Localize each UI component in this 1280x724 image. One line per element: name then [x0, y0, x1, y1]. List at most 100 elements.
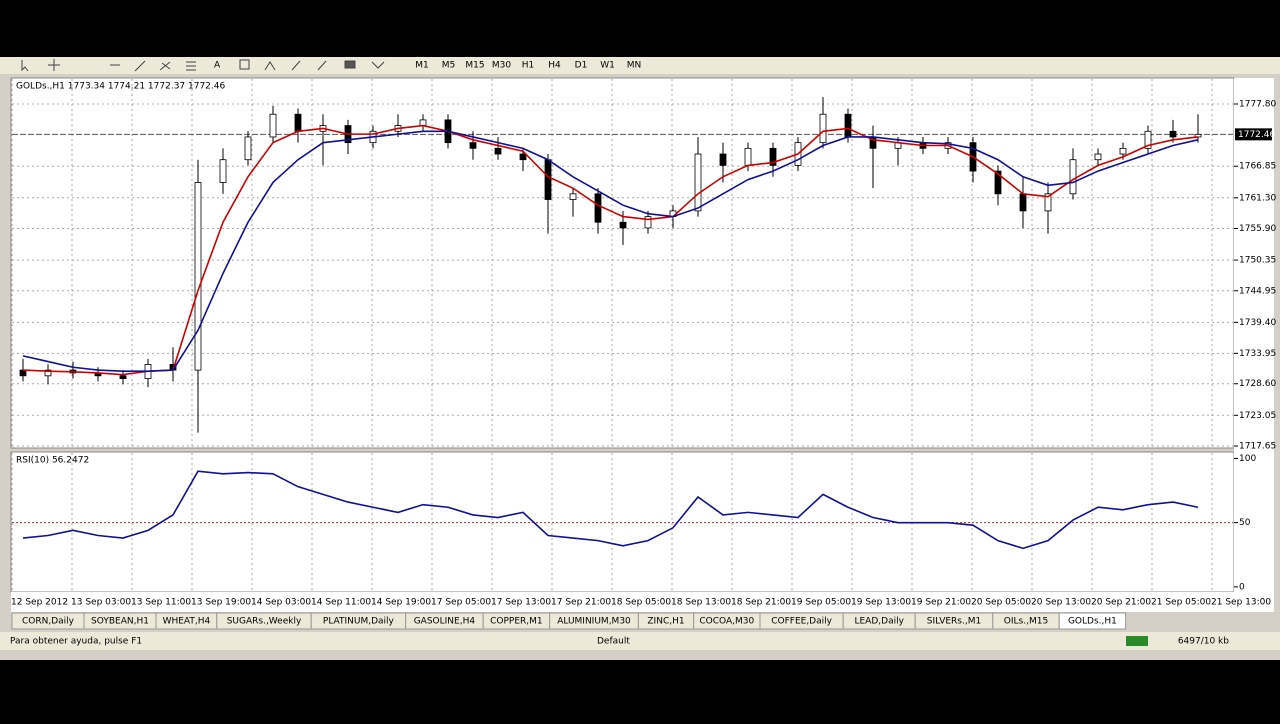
y-tick-label: 0 — [1239, 582, 1245, 592]
status-help: Para obtener ayuda, pulse F1 — [10, 637, 142, 647]
y-tick-label: 1766.85 — [1239, 162, 1276, 172]
timeframe-button[interactable]: W1 — [600, 61, 615, 71]
candle-body — [819, 113, 827, 144]
time-label: 13 Sep 19:00 — [191, 598, 251, 608]
price-pane — [10, 77, 1235, 449]
timeframe-bar: M1 M5 M15 M30 H1 H4 D1 W1 MN — [415, 61, 641, 71]
rsi-title: RSI(10) 56.2472 — [16, 456, 89, 466]
y-tick-label: 1777.80 — [1239, 99, 1276, 109]
status-traffic: 6497/10 kb — [1178, 637, 1229, 647]
tab-label[interactable]: COCOA,M30 — [699, 617, 754, 627]
time-label: 14 Sep 19:00 — [371, 598, 431, 608]
time-label: 20 Sep 21:00 — [1091, 598, 1151, 608]
y-tick-label: 1717.65 — [1239, 442, 1276, 452]
price-axis — [1234, 78, 1274, 592]
timeframe-button[interactable]: D1 — [575, 61, 588, 71]
time-label: 18 Sep 21:00 — [731, 598, 791, 608]
tab-label[interactable]: COPPER,M1 — [490, 617, 543, 627]
current-price-label: 1772.46 — [1238, 130, 1275, 140]
y-tick-label: 1755.90 — [1239, 224, 1276, 234]
connection-indicator — [1126, 636, 1148, 646]
candle-body — [1119, 147, 1127, 155]
time-label: 17 Sep 21:00 — [551, 598, 611, 608]
candle-body — [994, 170, 1002, 195]
timeframe-button[interactable]: H4 — [548, 61, 561, 71]
candle-body — [294, 113, 302, 132]
timeframe-button[interactable]: M30 — [492, 61, 511, 71]
candle-body — [1044, 193, 1052, 212]
candle-body — [569, 193, 577, 200]
time-label: 14 Sep 03:00 — [251, 598, 311, 608]
candle-body — [469, 142, 477, 149]
timeframe-button[interactable]: M1 — [415, 61, 429, 71]
candle-body — [694, 153, 702, 212]
tab-label[interactable]: GASOLINE,H4 — [414, 617, 476, 627]
timeframe-button[interactable]: H1 — [522, 61, 535, 71]
y-tick-label: 100 — [1239, 454, 1256, 464]
time-label: 18 Sep 13:00 — [671, 598, 731, 608]
time-label: 13 Sep 11:00 — [131, 598, 191, 608]
time-label: 17 Sep 05:00 — [431, 598, 491, 608]
time-label: 20 Sep 13:00 — [1031, 598, 1091, 608]
candle-body — [744, 147, 752, 166]
candle-body — [1169, 130, 1177, 138]
time-label: 14 Sep 11:00 — [311, 598, 371, 608]
tab-label[interactable]: ZINC,H1 — [647, 617, 684, 627]
toolbar-icons: A — [21, 59, 385, 72]
y-tick-label: 1728.60 — [1239, 379, 1276, 389]
tab-label[interactable]: OILs.,M15 — [1004, 617, 1048, 627]
candle-body — [44, 369, 52, 377]
tab-label[interactable]: PLATINUM,Daily — [323, 617, 395, 627]
candle-body — [844, 113, 852, 138]
candle-body — [269, 113, 277, 138]
tab-label[interactable]: SOYBEAN,H1 — [91, 617, 149, 627]
tab[interactable] — [1058, 612, 1127, 630]
candle-body — [219, 159, 227, 183]
time-label: 18 Sep 05:00 — [611, 598, 671, 608]
tab-label[interactable]: LEAD,Daily — [854, 617, 904, 627]
y-tick-label: 1739.40 — [1239, 318, 1276, 328]
y-tick-label: 1744.95 — [1239, 286, 1276, 296]
timeframe-button[interactable]: MN — [627, 61, 642, 71]
tab-label[interactable]: CORN,Daily — [22, 617, 75, 627]
timeframe-button[interactable]: M5 — [442, 61, 456, 71]
candle-body — [719, 153, 727, 166]
tab-label[interactable]: ALUMINIUM,M30 — [557, 617, 631, 627]
candle-body — [194, 182, 202, 371]
moving-average-line — [22, 130, 1199, 373]
candle-body — [594, 193, 602, 223]
timeframe-button[interactable]: M15 — [465, 61, 484, 71]
candle-body — [519, 153, 527, 161]
tab-label[interactable]: WHEAT,H4 — [163, 617, 211, 627]
time-label: 19 Sep 05:00 — [791, 598, 851, 608]
tab-label[interactable]: GOLDs.,H1 — [1068, 617, 1117, 627]
candle-body — [1069, 159, 1077, 195]
candle-body — [1019, 193, 1027, 212]
candle-body — [644, 216, 652, 229]
time-label: 12 Sep 2012 — [11, 598, 68, 608]
candle-body — [1144, 130, 1152, 149]
time-axis — [11, 592, 1274, 612]
current-price-tag — [1235, 128, 1272, 141]
time-label: 20 Sep 05:00 — [971, 598, 1031, 608]
tab-label[interactable]: COFFEE,Daily — [771, 617, 832, 627]
chart-title: GOLDs.,H1 1773.34 1774.21 1772.37 1772.4… — [16, 82, 225, 92]
candle-body — [769, 147, 777, 166]
tab-bar: CORN,Daily SOYBEAN,H1 WHEAT,H4 SUGARs.,Week… — [11, 612, 1127, 630]
statusbar — [0, 632, 1280, 650]
candle-body — [244, 136, 252, 161]
status-profile: Default — [597, 637, 630, 647]
candle-body — [119, 375, 127, 380]
tab-label[interactable]: SILVERs.,M1 — [927, 617, 981, 627]
y-tick-label: 1723.05 — [1239, 411, 1276, 421]
time-label: 19 Sep 13:00 — [851, 598, 911, 608]
time-label: 17 Sep 13:00 — [491, 598, 551, 608]
candle-body — [494, 147, 502, 155]
candle-body — [419, 119, 427, 126]
time-label: 19 Sep 21:00 — [911, 598, 971, 608]
time-label: 21 Sep 05:00 — [1151, 598, 1211, 608]
tab-label[interactable]: SUGARs.,Weekly — [227, 617, 302, 627]
time-label: 21 Sep 13:00 — [1211, 598, 1271, 608]
candle-body — [544, 159, 552, 200]
